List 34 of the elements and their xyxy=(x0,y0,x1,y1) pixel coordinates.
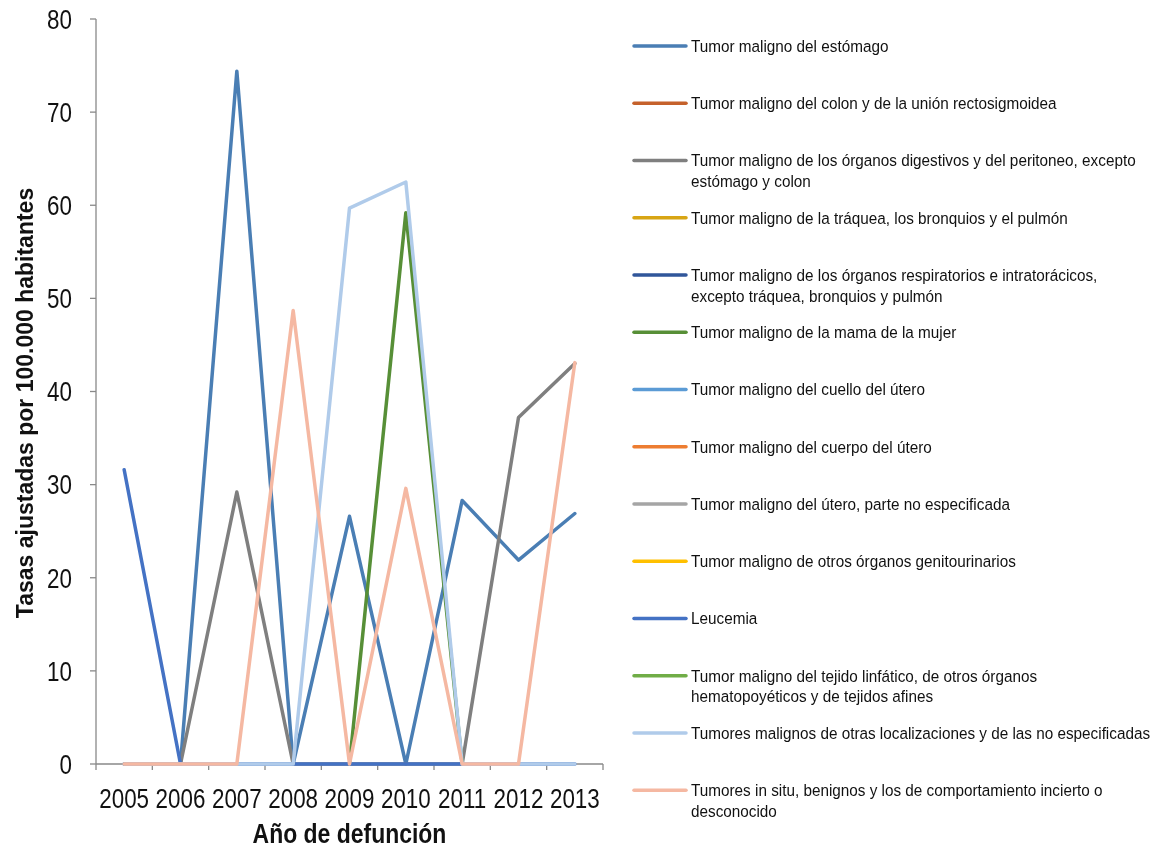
x-tick-label: 2007 xyxy=(211,782,262,814)
legend-label: Tumor maligno de otros órganos genitourinarios xyxy=(691,551,1016,571)
y-tick-label: 40 xyxy=(47,375,72,407)
legend-label: Tumor maligno de los órganos respiratorios e intratorácicos, excepto tráquea, bronquios y pulmón xyxy=(691,265,1098,305)
x-axis-title: Año de defunción xyxy=(252,817,447,848)
x-tick-label: 2012 xyxy=(493,782,544,814)
legend-label: Tumores in situ, benignos y los de comportamiento incierto o desconocido xyxy=(691,780,1103,821)
y-tick-label: 50 xyxy=(47,282,72,314)
legend-label: Tumor maligno de los órganos digestivos y del peritoneo, excepto estómago y colon xyxy=(691,150,1136,191)
legend-label: Tumor maligno del cuerpo del útero xyxy=(691,436,932,456)
x-tick-label: 2009 xyxy=(324,782,375,814)
x-tick-label: 2011 xyxy=(438,782,487,814)
legend-label: Tumor maligno del cuello del útero xyxy=(691,379,925,399)
legend-label: Tumores malignos de otras localizaciones y de las no especificadas xyxy=(691,723,1151,743)
y-tick-label: 80 xyxy=(47,3,72,35)
legend-label: Tumor maligno del útero, parte no especificada xyxy=(691,494,1010,514)
y-tick-label: 70 xyxy=(47,96,72,128)
legend-label: Tumor maligno del colon y de la unión rectosigmoidea xyxy=(691,93,1057,113)
legend-label: Tumor maligno de la mama de la mujer xyxy=(691,322,957,342)
legend-label: Tumor maligno del tejido linfático, de otros órganos hematopoyéticos y de tejidos afines xyxy=(691,665,1038,706)
y-axis-title: Tasas ajustadas por 100.000 habitantes xyxy=(12,187,38,619)
x-tick-label: 2013 xyxy=(549,782,600,814)
x-tick-label: 2006 xyxy=(155,782,206,814)
legend-label: Tumor maligno del estómago xyxy=(691,36,889,56)
y-tick-label: 20 xyxy=(47,562,72,594)
x-tick-label: 2010 xyxy=(380,782,431,814)
x-tick-label: 2005 xyxy=(99,782,150,814)
y-tick-label: 0 xyxy=(59,748,72,780)
legend-label: Tumor maligno de la tráquea, los bronquios y el pulmón xyxy=(691,207,1068,227)
x-tick-label: 2008 xyxy=(268,782,319,814)
legend-label: Leucemia xyxy=(691,608,758,628)
y-tick-label: 10 xyxy=(47,655,72,687)
y-tick-label: 60 xyxy=(47,189,72,221)
y-tick-label: 30 xyxy=(47,469,72,500)
